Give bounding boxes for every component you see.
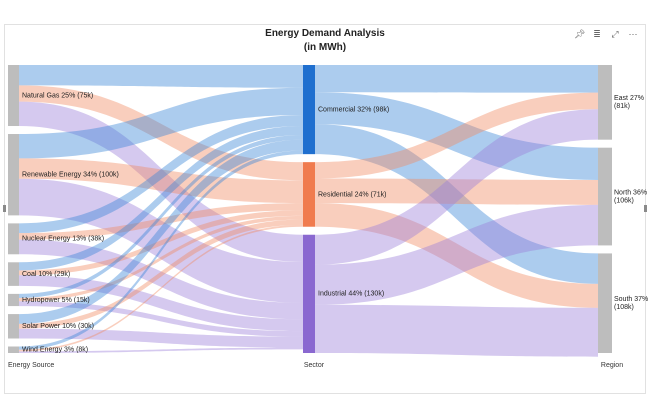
link-wind-energy-to-residential[interactable] — [19, 224, 303, 352]
link-natural-gas-to-residential[interactable] — [19, 85, 303, 181]
link-coal-to-residential[interactable] — [19, 210, 303, 276]
node-label-renewable-energy: Renewable Energy 34% (100k) — [22, 172, 119, 179]
axis-label-sector: Sector — [304, 362, 325, 369]
link-solar-power-to-residential[interactable] — [19, 219, 303, 329]
link-coal-to-industrial[interactable] — [19, 275, 303, 332]
pin-icon[interactable]: 📌︎ — [574, 29, 586, 39]
node-coal[interactable] — [8, 262, 19, 286]
link-industrial-to-east[interactable] — [315, 109, 598, 265]
axis-label-region: Region — [601, 362, 623, 369]
more-options-icon[interactable]: ⋯ — [628, 29, 638, 39]
node-label-south-line1: South 37% — [614, 296, 648, 303]
link-nuclear-energy-to-residential[interactable] — [19, 203, 303, 240]
chart-title: Energy Demand Analysis — [265, 28, 385, 39]
link-commercial-to-north[interactable] — [315, 92, 598, 180]
link-commercial-to-east[interactable] — [315, 65, 598, 93]
axis-label-energy-source: Energy Source — [8, 362, 54, 369]
link-natural-gas-to-industrial[interactable] — [19, 101, 303, 263]
node-renewable-energy[interactable] — [8, 134, 19, 216]
node-nuclear-energy[interactable] — [8, 223, 19, 255]
node-label-natural-gas: Natural Gas 25% (75k) — [22, 92, 93, 99]
node-industrial[interactable] — [303, 234, 315, 353]
node-label-commercial: Commercial 32% (98k) — [318, 106, 389, 113]
link-residential-to-south[interactable] — [315, 203, 598, 308]
visual-toolbar: 📌︎ ≣ ⤢ ⋯ — [574, 29, 638, 41]
link-nuclear-energy-to-industrial[interactable] — [19, 239, 303, 320]
link-layer — [19, 65, 598, 357]
link-renewable-energy-to-commercial[interactable] — [19, 87, 303, 159]
node-south[interactable] — [598, 253, 612, 353]
node-label-wind-energy: Wind Energy 3% (8k) — [22, 347, 88, 354]
node-layer — [8, 65, 612, 353]
focus-mode-icon[interactable]: ⤢ — [611, 29, 619, 39]
link-solar-power-to-industrial[interactable] — [19, 328, 303, 348]
link-hydropower-to-residential[interactable] — [19, 215, 303, 302]
link-hydropower-to-industrial[interactable] — [19, 301, 303, 337]
link-wind-energy-to-commercial[interactable] — [19, 150, 303, 350]
link-coal-to-commercial[interactable] — [19, 125, 303, 271]
node-label-east-line2: (81k) — [614, 103, 630, 110]
resize-handle-right[interactable] — [644, 205, 647, 212]
node-residential[interactable] — [303, 162, 315, 227]
link-residential-to-north[interactable] — [315, 178, 598, 205]
link-residential-to-east[interactable] — [315, 92, 598, 179]
chart-subtitle: (in MWh) — [303, 42, 347, 53]
node-hydropower[interactable] — [8, 293, 19, 307]
node-label-north-line2: (106k) — [614, 197, 634, 204]
node-commercial[interactable] — [303, 65, 315, 155]
link-industrial-to-north[interactable] — [315, 204, 598, 305]
link-renewable-energy-to-industrial[interactable] — [19, 178, 303, 303]
node-label-residential: Residential 24% (71k) — [318, 191, 386, 198]
link-industrial-to-south[interactable] — [315, 304, 598, 357]
node-solar-power[interactable] — [8, 314, 19, 339]
link-hydropower-to-commercial[interactable] — [19, 135, 303, 298]
filter-icon[interactable]: ≣ — [593, 29, 601, 39]
label-layer: Natural Gas 25% (75k) Renewable Energy 34… — [22, 92, 648, 353]
node-label-north-line1: North 36% — [614, 189, 647, 196]
node-label-nuclear-energy: Nuclear Energy 13% (38k) — [22, 236, 104, 243]
node-label-east-line1: East 27% — [614, 95, 644, 102]
node-label-industrial: Industrial 44% (130k) — [318, 291, 384, 298]
link-renewable-energy-to-residential[interactable] — [19, 158, 303, 204]
link-solar-power-to-commercial[interactable] — [19, 139, 303, 324]
node-label-south-line2: (108k) — [614, 304, 634, 311]
link-nuclear-energy-to-commercial[interactable] — [19, 115, 303, 234]
resize-handle-left[interactable] — [3, 205, 6, 212]
node-east[interactable] — [598, 65, 612, 140]
link-commercial-to-south[interactable] — [315, 124, 598, 284]
node-label-hydropower: Hydropower 5% (15k) — [22, 297, 90, 304]
node-wind-energy[interactable] — [8, 346, 19, 353]
node-north[interactable] — [598, 147, 612, 246]
node-label-solar-power: Solar Power 10% (30k) — [22, 323, 94, 330]
link-natural-gas-to-commercial[interactable] — [19, 65, 303, 88]
node-label-coal: Coal 10% (29k) — [22, 271, 70, 278]
link-wind-energy-to-industrial[interactable] — [19, 347, 303, 353]
node-natural-gas[interactable] — [8, 65, 19, 127]
